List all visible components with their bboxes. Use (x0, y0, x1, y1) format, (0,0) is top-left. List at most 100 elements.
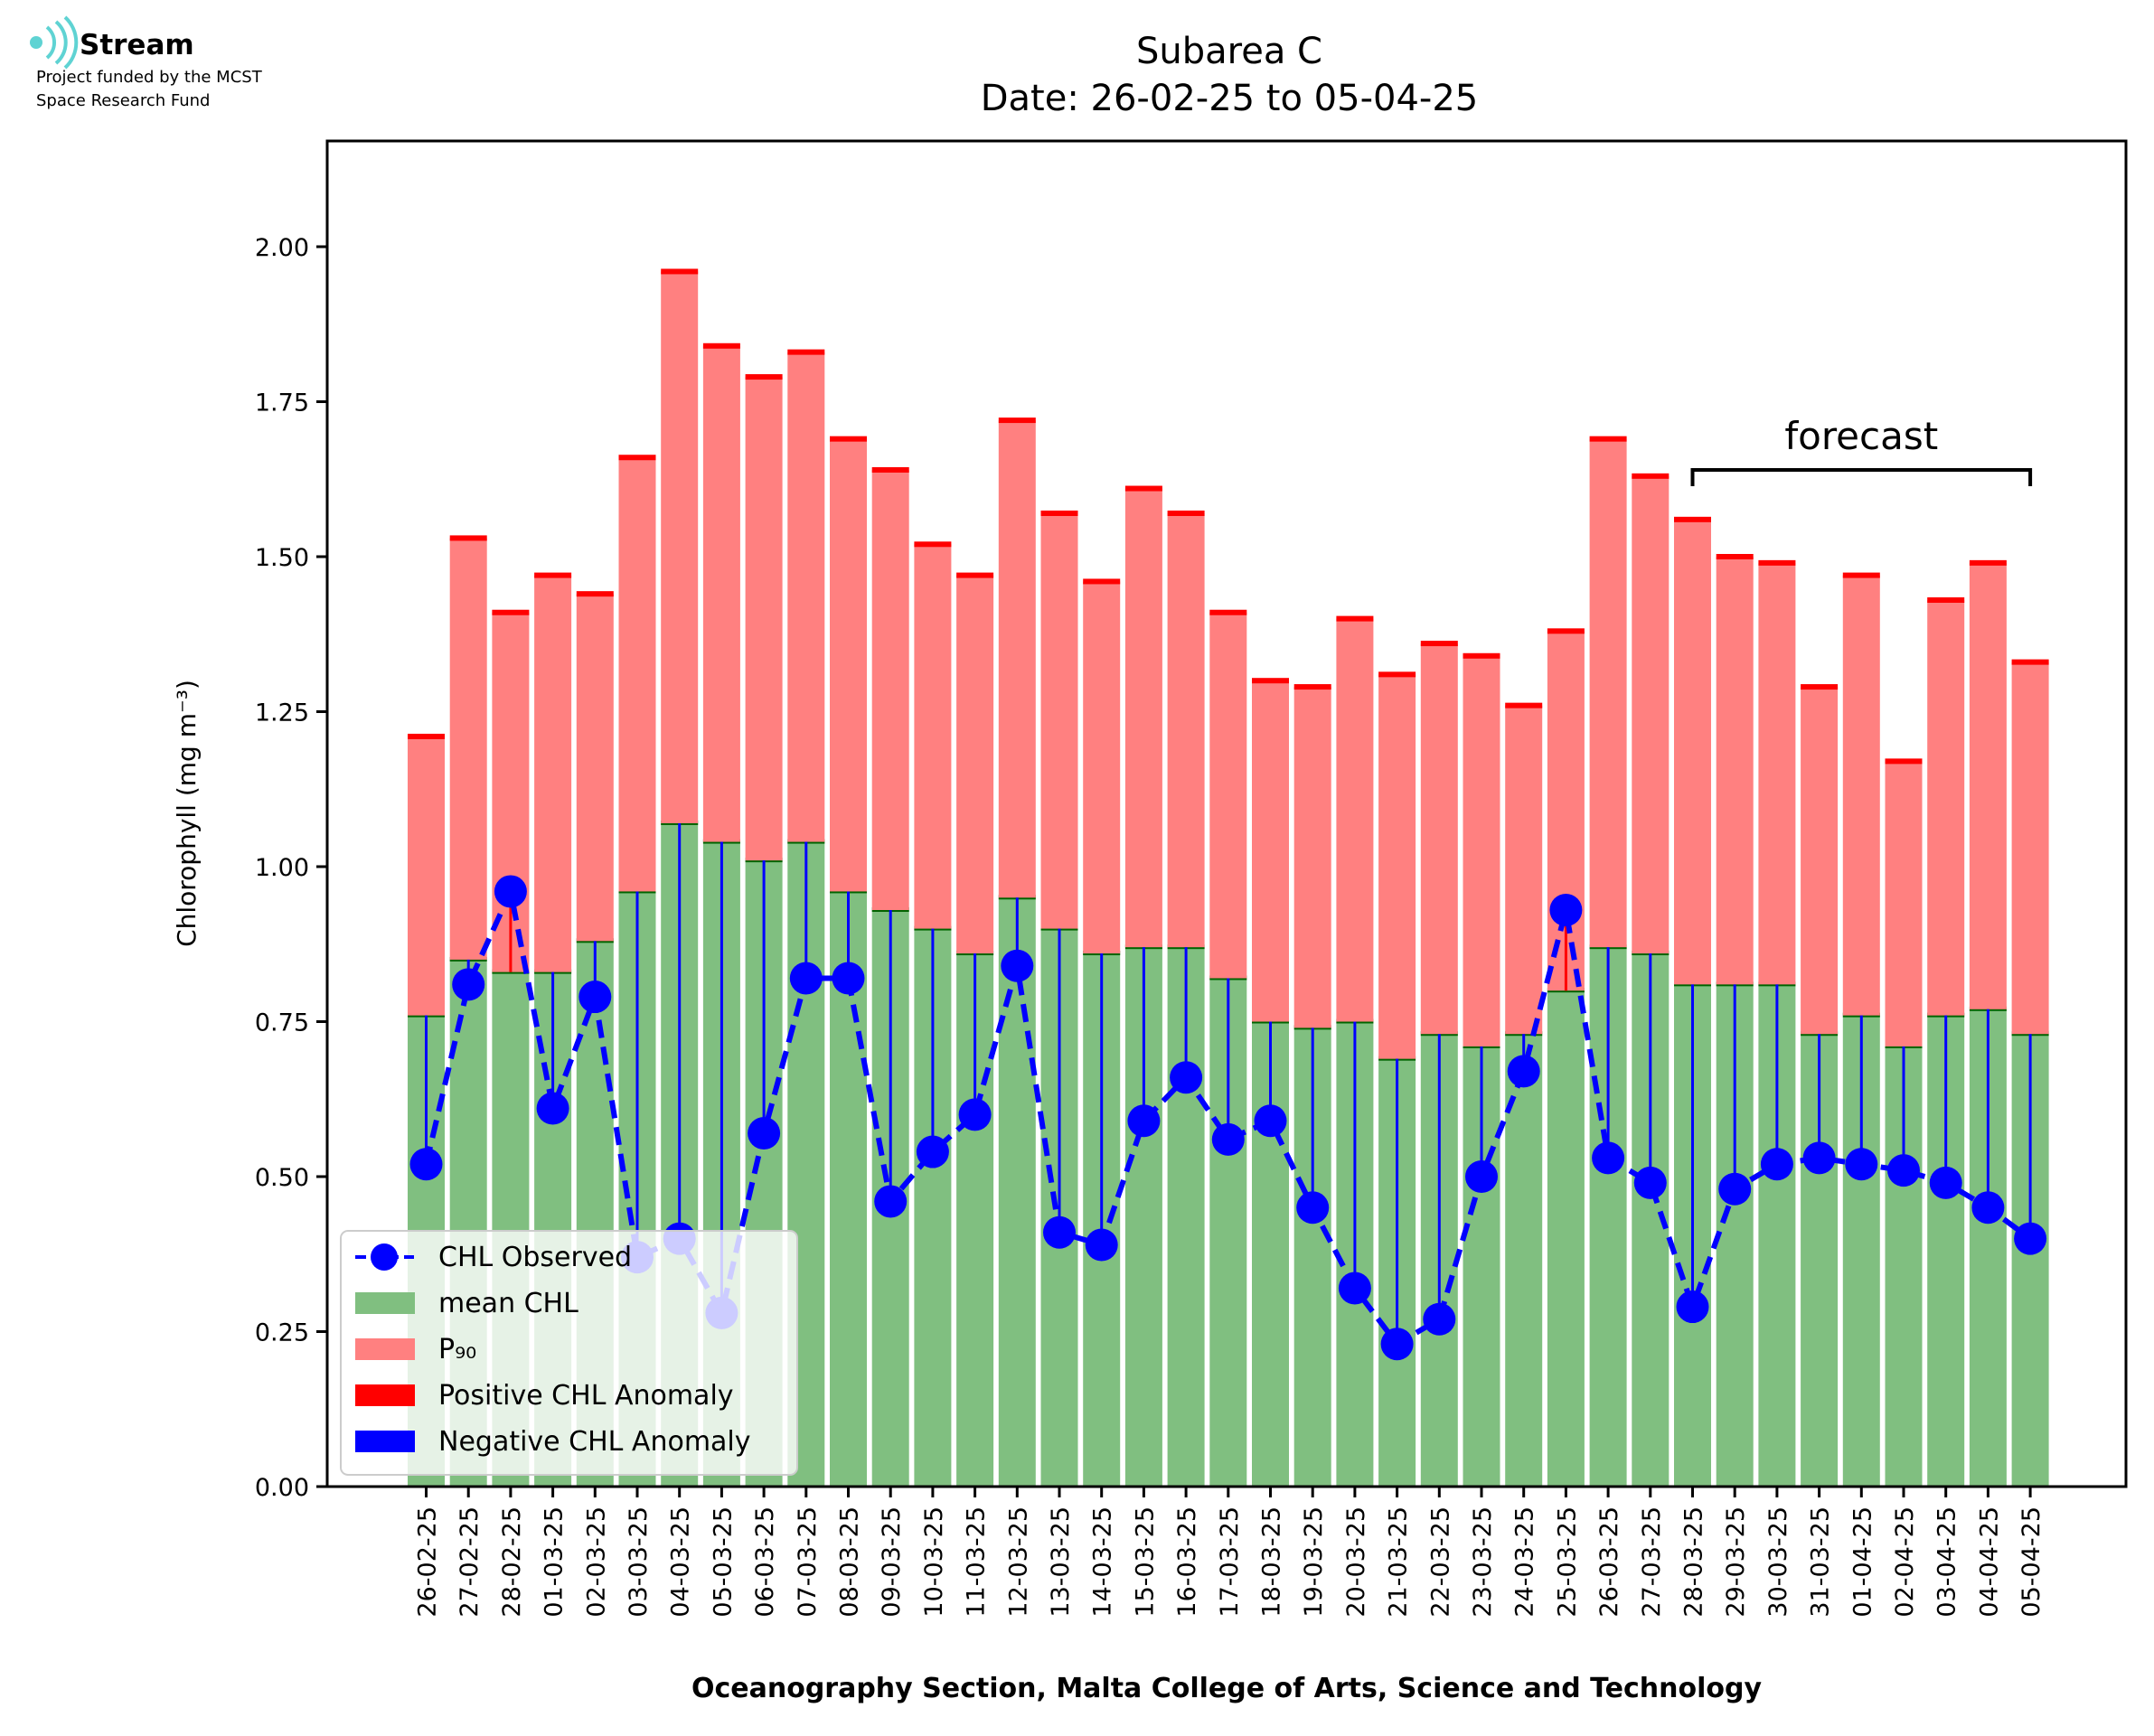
p90-bar (1209, 612, 1247, 979)
x-tick-label: 24-03-25 (1511, 1506, 1539, 1618)
p90-bar (1124, 488, 1162, 948)
wave-logo-icon (30, 15, 79, 70)
forecast-bracket (1690, 468, 2033, 486)
observed-point (1338, 1272, 1371, 1305)
p90-bar-cap (1252, 678, 1289, 684)
observed-point (409, 1148, 443, 1181)
logo-text: Stream (80, 29, 194, 61)
funding-line-2: Space Research Fund (36, 91, 210, 110)
p90-bar-cap (492, 609, 530, 615)
legend-item-positive: Positive CHL Anomaly (355, 1380, 734, 1412)
p90-bar (745, 377, 783, 861)
p90-bar (1589, 438, 1627, 948)
observed-point (1043, 1215, 1076, 1249)
observed-point (1211, 1122, 1245, 1156)
x-tick-label: 26-03-25 (1595, 1506, 1623, 1618)
forecast-label: forecast (1784, 414, 1938, 458)
legend-label-mean: mean CHL (438, 1288, 578, 1319)
p90-bar-cap (702, 343, 740, 349)
mean-bar (1505, 1034, 1543, 1487)
p90-bar-cap (2011, 659, 2049, 665)
x-tick-label: 29-03-25 (1722, 1506, 1750, 1618)
p90-bar (2011, 662, 2049, 1035)
p90-bar-cap (1167, 510, 1205, 516)
chart-title: Subarea C (1136, 31, 1322, 72)
observed-point (1170, 1061, 1203, 1094)
p90-bar-cap (618, 455, 656, 461)
p90-bar-cap (1632, 473, 1670, 479)
funding-line-1: Project funded by the MCST (36, 68, 263, 87)
p90-bar-cap (661, 268, 699, 275)
p90-bar-cap (1083, 578, 1121, 585)
p90-bar-cap (1505, 702, 1543, 708)
x-tick-label: 01-03-25 (541, 1506, 569, 1618)
p90-bar-cap (1547, 628, 1585, 634)
observed-point (874, 1185, 908, 1218)
p90-bar (1463, 655, 1500, 1046)
observed-point (1001, 949, 1034, 982)
p90-bar-cap (871, 466, 909, 473)
legend-item-observed: CHL Observed (355, 1242, 632, 1273)
observed-point (452, 968, 485, 1001)
x-tick-label: 14-03-25 (1089, 1506, 1117, 1618)
p90-bar-cap (1969, 559, 2007, 566)
legend-item-mean: mean CHL (355, 1288, 578, 1319)
legend-label-negative: Negative CHL Anomaly (438, 1426, 751, 1458)
y-tick-label: 0.75 (255, 1009, 309, 1037)
observed-point (2014, 1222, 2047, 1255)
legend-item-p90: P₉₀ (355, 1334, 476, 1365)
observed-point (748, 1116, 781, 1150)
x-tick-label: 05-03-25 (709, 1506, 737, 1618)
p90-bar-cap (1040, 510, 1078, 516)
legend-swatch-mean (355, 1292, 415, 1314)
p90-bar (449, 538, 487, 960)
x-tick-label: 06-03-25 (751, 1506, 779, 1618)
x-tick-label: 30-03-25 (1764, 1506, 1792, 1618)
legend-box (340, 1230, 798, 1476)
x-tick-label: 05-04-25 (2018, 1506, 2046, 1618)
p90-bar-cap (1758, 559, 1796, 566)
p90-bar-cap (1801, 684, 1839, 690)
x-tick-label: 21-03-25 (1385, 1506, 1413, 1618)
x-tick-label: 11-03-25 (963, 1506, 991, 1618)
observed-point (1465, 1160, 1498, 1193)
x-tick-label: 31-03-25 (1807, 1506, 1835, 1618)
legend-label-observed: CHL Observed (438, 1242, 632, 1273)
legend-swatch-negative (355, 1431, 415, 1452)
observed-point (789, 962, 823, 995)
y-axis: 0.00 0.25 0.50 0.75 1.00 1.25 1.50 1.75 2.00 (255, 234, 327, 1502)
legend-swatch-p90 (355, 1338, 415, 1360)
p90-bar-cap (1842, 572, 1880, 578)
observed-point (958, 1098, 992, 1131)
p90-bar-cap (1927, 597, 1965, 604)
plot-frame (325, 139, 2128, 1488)
x-tick-label: 01-04-25 (1848, 1506, 1877, 1618)
p90-bar (1842, 575, 1880, 1016)
observed-point (1633, 1166, 1667, 1199)
legend-swatch-positive (355, 1384, 415, 1406)
observed-point (1085, 1228, 1118, 1262)
p90-bar (1885, 761, 1923, 1046)
legend-item-negative: Negative CHL Anomaly (355, 1426, 751, 1458)
p90-bar (1420, 643, 1458, 1035)
p90-bar (998, 420, 1036, 898)
x-tick-label: 04-03-25 (667, 1506, 695, 1618)
p90-bar (702, 345, 740, 842)
x-tick-label: 20-03-25 (1342, 1506, 1370, 1618)
y-tick-label: 0.00 (255, 1474, 309, 1502)
legend-label-positive: Positive CHL Anomaly (438, 1380, 734, 1412)
y-tick-label: 1.00 (255, 854, 309, 882)
p90-bar-cap (1209, 609, 1247, 615)
p90-bar (408, 736, 445, 1016)
observed-point (1676, 1290, 1709, 1324)
x-axis: 26-02-25 27-02-25 28-02-25 01-03-25 02-03-25… (414, 1487, 2046, 1618)
p90-bars (408, 268, 2049, 1059)
observed-point (1760, 1148, 1793, 1181)
p90-bar (871, 469, 909, 911)
mean-bar (998, 897, 1036, 1487)
x-tick-label: 27-02-25 (456, 1506, 484, 1618)
x-tick-label: 16-03-25 (1173, 1506, 1201, 1618)
p90-bar (1167, 512, 1205, 948)
x-tick-label: 18-03-25 (1258, 1506, 1286, 1618)
